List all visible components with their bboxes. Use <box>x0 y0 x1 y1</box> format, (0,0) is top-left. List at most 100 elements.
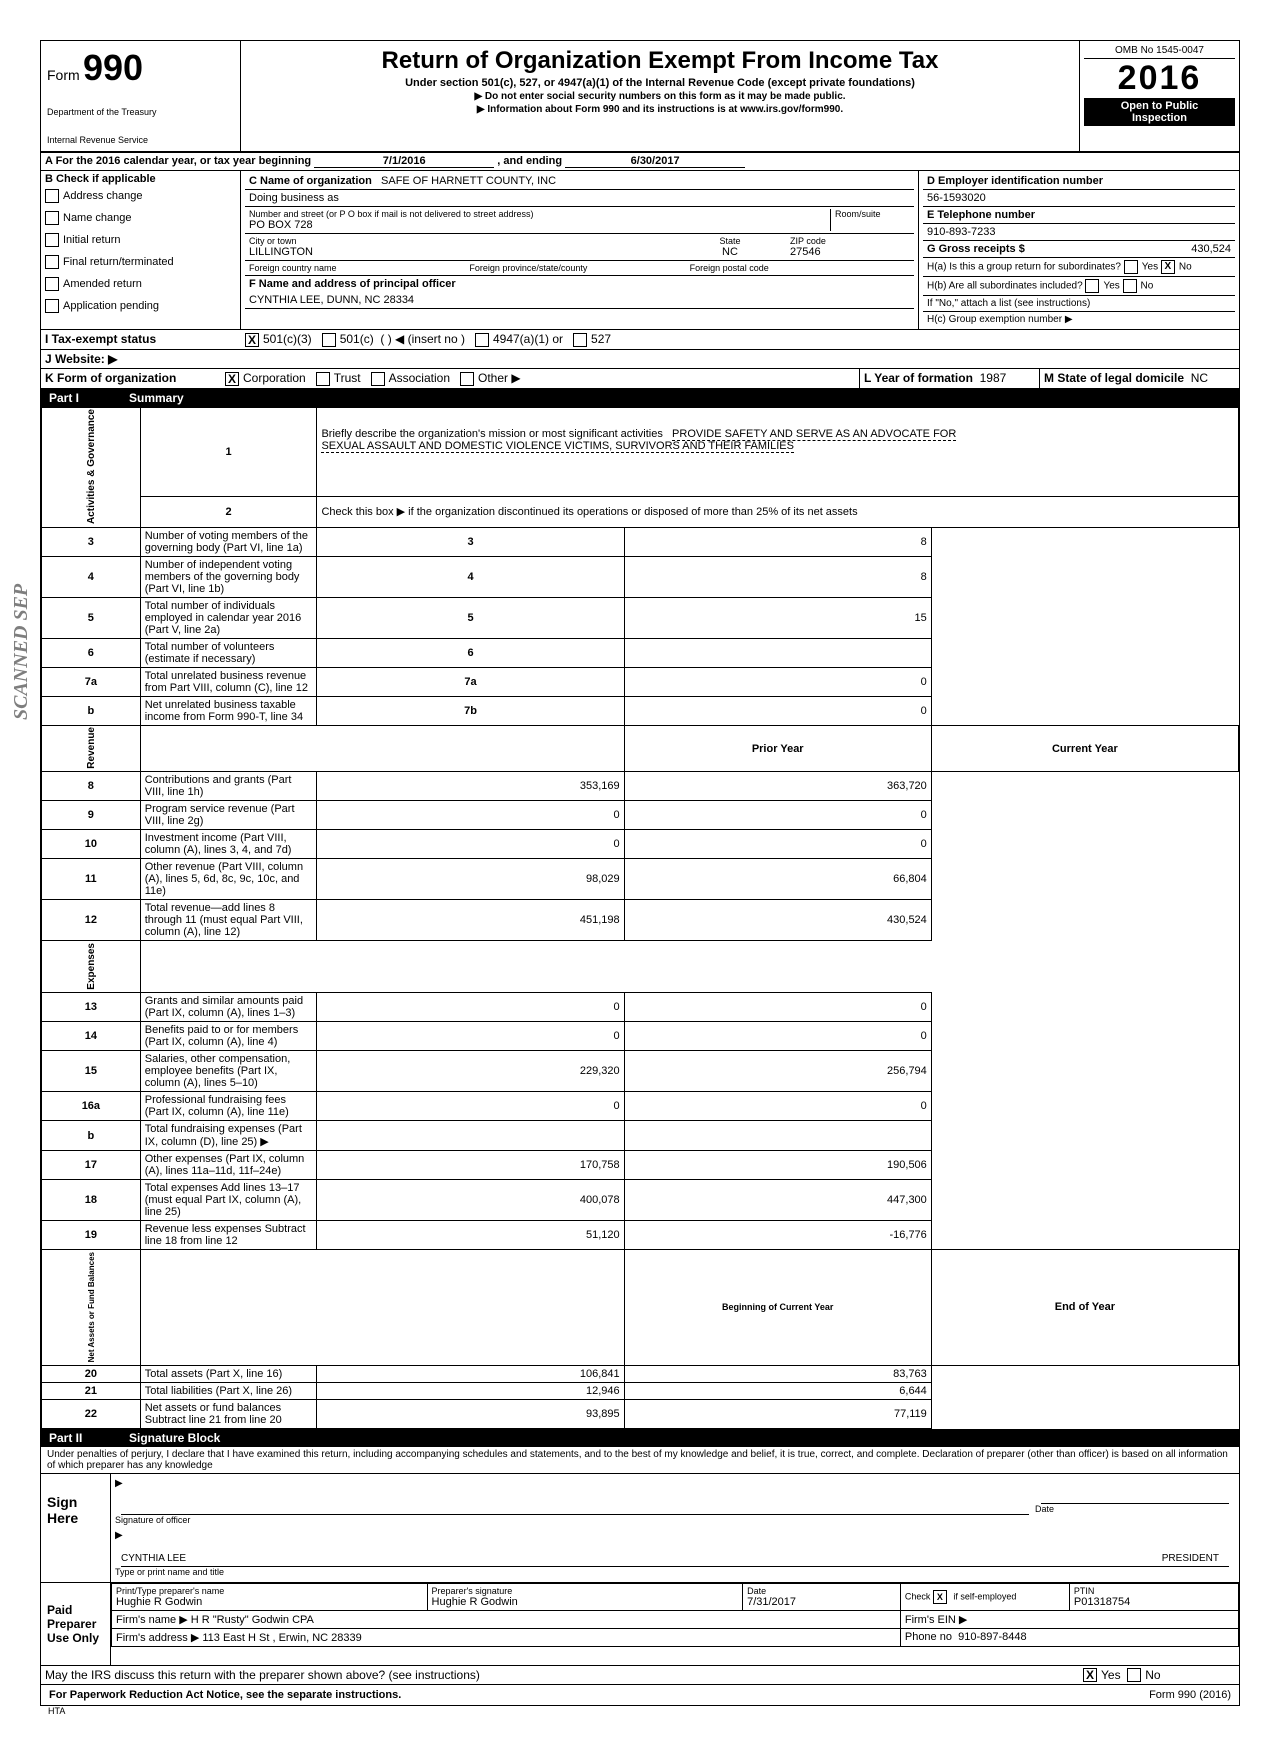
preparer-date[interactable]: 7/31/2017 <box>747 1596 896 1608</box>
officer-title[interactable]: PRESIDENT <box>1162 1553 1219 1564</box>
line22-begin[interactable]: 93,895 <box>317 1399 624 1428</box>
line4-val[interactable]: 8 <box>624 556 931 597</box>
ha-no[interactable]: X <box>1161 260 1175 274</box>
line13-num: 13 <box>42 993 141 1022</box>
discuss-no[interactable] <box>1127 1668 1141 1682</box>
b-check-5[interactable] <box>45 299 59 313</box>
line10-prior[interactable]: 0 <box>317 830 624 859</box>
line16a-prior[interactable]: 0 <box>317 1092 624 1121</box>
line13-current[interactable]: 0 <box>624 993 931 1022</box>
officer-name[interactable]: CYNTHIA LEE <box>121 1553 186 1564</box>
line15-current[interactable]: 256,794 <box>624 1051 931 1092</box>
501c-checkbox[interactable] <box>322 333 336 347</box>
line22-end[interactable]: 77,119 <box>624 1399 931 1428</box>
org-zip[interactable]: 27546 <box>790 246 910 258</box>
line18-current[interactable]: 447,300 <box>624 1180 931 1221</box>
principal-officer[interactable]: CYNTHIA LEE, DUNN, NC 28334 <box>245 292 914 309</box>
h-note: If "No," attach a list (see instructions… <box>923 296 1235 312</box>
line14-current[interactable]: 0 <box>624 1022 931 1051</box>
part-1-header: Part I Summary <box>41 389 1239 407</box>
officer-signature[interactable] <box>121 1489 1029 1515</box>
preparer-name[interactable]: Hughie R Godwin <box>116 1596 423 1608</box>
line6-val[interactable] <box>624 638 931 667</box>
line12-current[interactable]: 430,524 <box>624 900 931 941</box>
b-check-2[interactable] <box>45 233 59 247</box>
lineb-prior[interactable] <box>317 1121 624 1151</box>
other-checkbox[interactable] <box>460 372 474 386</box>
hta-label: HTA <box>40 1706 1240 1716</box>
501c3-checkbox[interactable]: X <box>245 333 259 347</box>
line16a-current[interactable]: 0 <box>624 1092 931 1121</box>
zip-label: ZIP code <box>790 236 910 246</box>
gross-receipts[interactable]: 430,524 <box>1191 243 1231 255</box>
line20-begin[interactable]: 106,841 <box>317 1365 624 1382</box>
tax-year-begin[interactable]: 7/1/2016 <box>314 155 494 168</box>
firm-phone[interactable]: 910-897-8448 <box>958 1631 1027 1643</box>
line21-begin[interactable]: 12,946 <box>317 1382 624 1399</box>
firm-name-label: Firm's name ▶ <box>116 1614 188 1626</box>
ein-value[interactable]: 56-1593020 <box>923 190 1235 207</box>
b-check-4[interactable] <box>45 277 59 291</box>
name-title-caption: Type or print name and title <box>115 1567 224 1577</box>
hb-yes[interactable] <box>1085 279 1099 293</box>
lineb-current[interactable] <box>624 1121 931 1151</box>
line5-val[interactable]: 15 <box>624 597 931 638</box>
line10-current[interactable]: 0 <box>624 830 931 859</box>
org-state[interactable]: NC <box>670 246 790 258</box>
line8-current[interactable]: 363,720 <box>624 772 931 801</box>
line21-end[interactable]: 6,644 <box>624 1382 931 1399</box>
tax-year-end[interactable]: 6/30/2017 <box>565 155 745 168</box>
line-a-mid: , and ending <box>497 155 562 167</box>
line11-prior[interactable]: 98,029 <box>317 859 624 900</box>
gross-label: G Gross receipts $ <box>927 243 1025 255</box>
phone-value[interactable]: 910-893-7233 <box>923 224 1235 241</box>
discuss-yes[interactable]: X <box>1083 1668 1097 1682</box>
hb-no[interactable] <box>1123 279 1137 293</box>
section-b-title: B Check if applicable <box>45 173 236 185</box>
org-city[interactable]: LILLINGTON <box>249 246 670 258</box>
line18-prior[interactable]: 400,078 <box>317 1180 624 1221</box>
line14-prior[interactable]: 0 <box>317 1022 624 1051</box>
org-address[interactable]: PO BOX 728 <box>249 219 830 231</box>
sig-date[interactable] <box>1041 1478 1229 1504</box>
ptin-value[interactable]: P01318754 <box>1074 1596 1234 1608</box>
line15-label: Salaries, other compensation, employee b… <box>140 1051 317 1092</box>
opt-527: 527 <box>591 332 611 346</box>
4947-checkbox[interactable] <box>475 333 489 347</box>
b-check-0[interactable] <box>45 189 59 203</box>
line9-prior[interactable]: 0 <box>317 801 624 830</box>
ha-yes[interactable] <box>1124 260 1138 274</box>
part-1-title: Part I <box>49 391 129 405</box>
line19-current[interactable]: -16,776 <box>624 1221 931 1250</box>
b-check-3[interactable] <box>45 255 59 269</box>
line3-val[interactable]: 8 <box>624 527 931 556</box>
begin-year-header: Beginning of Current Year <box>624 1250 931 1365</box>
corp-checkbox[interactable]: X <box>225 372 239 386</box>
line19-label: Revenue less expenses Subtract line 18 f… <box>140 1221 317 1250</box>
line7a-val[interactable]: 0 <box>624 667 931 696</box>
527-checkbox[interactable] <box>573 333 587 347</box>
line13-prior[interactable]: 0 <box>317 993 624 1022</box>
assoc-checkbox[interactable] <box>371 372 385 386</box>
line17-prior[interactable]: 170,758 <box>317 1151 624 1180</box>
self-employed-checkbox[interactable]: X <box>933 1590 947 1604</box>
line12-prior[interactable]: 451,198 <box>317 900 624 941</box>
line19-prior[interactable]: 51,120 <box>317 1221 624 1250</box>
trust-checkbox[interactable] <box>316 372 330 386</box>
line15-prior[interactable]: 229,320 <box>317 1051 624 1092</box>
line11-current[interactable]: 66,804 <box>624 859 931 900</box>
year-formation[interactable]: 1987 <box>980 371 1007 385</box>
mission-text[interactable]: PROVIDE SAFETY AND SERVE AS AN ADVOCATE … <box>672 428 956 441</box>
org-name[interactable]: SAFE OF HARNETT COUNTY, INC <box>381 175 556 187</box>
line20-end[interactable]: 83,763 <box>624 1365 931 1382</box>
state-domicile[interactable]: NC <box>1191 371 1208 385</box>
preparer-signature[interactable]: Hughie R Godwin <box>432 1596 739 1608</box>
line8-prior[interactable]: 353,169 <box>317 772 624 801</box>
lineb-val[interactable]: 0 <box>624 696 931 725</box>
line9-current[interactable]: 0 <box>624 801 931 830</box>
line17-current[interactable]: 190,506 <box>624 1151 931 1180</box>
b-check-1[interactable] <box>45 211 59 225</box>
mission-text-2[interactable]: SEXUAL ASSAULT AND DOMESTIC VIOLENCE VIC… <box>321 440 794 453</box>
firm-name[interactable]: H R "Rusty" Godwin CPA <box>191 1614 314 1626</box>
firm-address[interactable]: 113 East H St , Erwin, NC 28339 <box>202 1632 361 1644</box>
